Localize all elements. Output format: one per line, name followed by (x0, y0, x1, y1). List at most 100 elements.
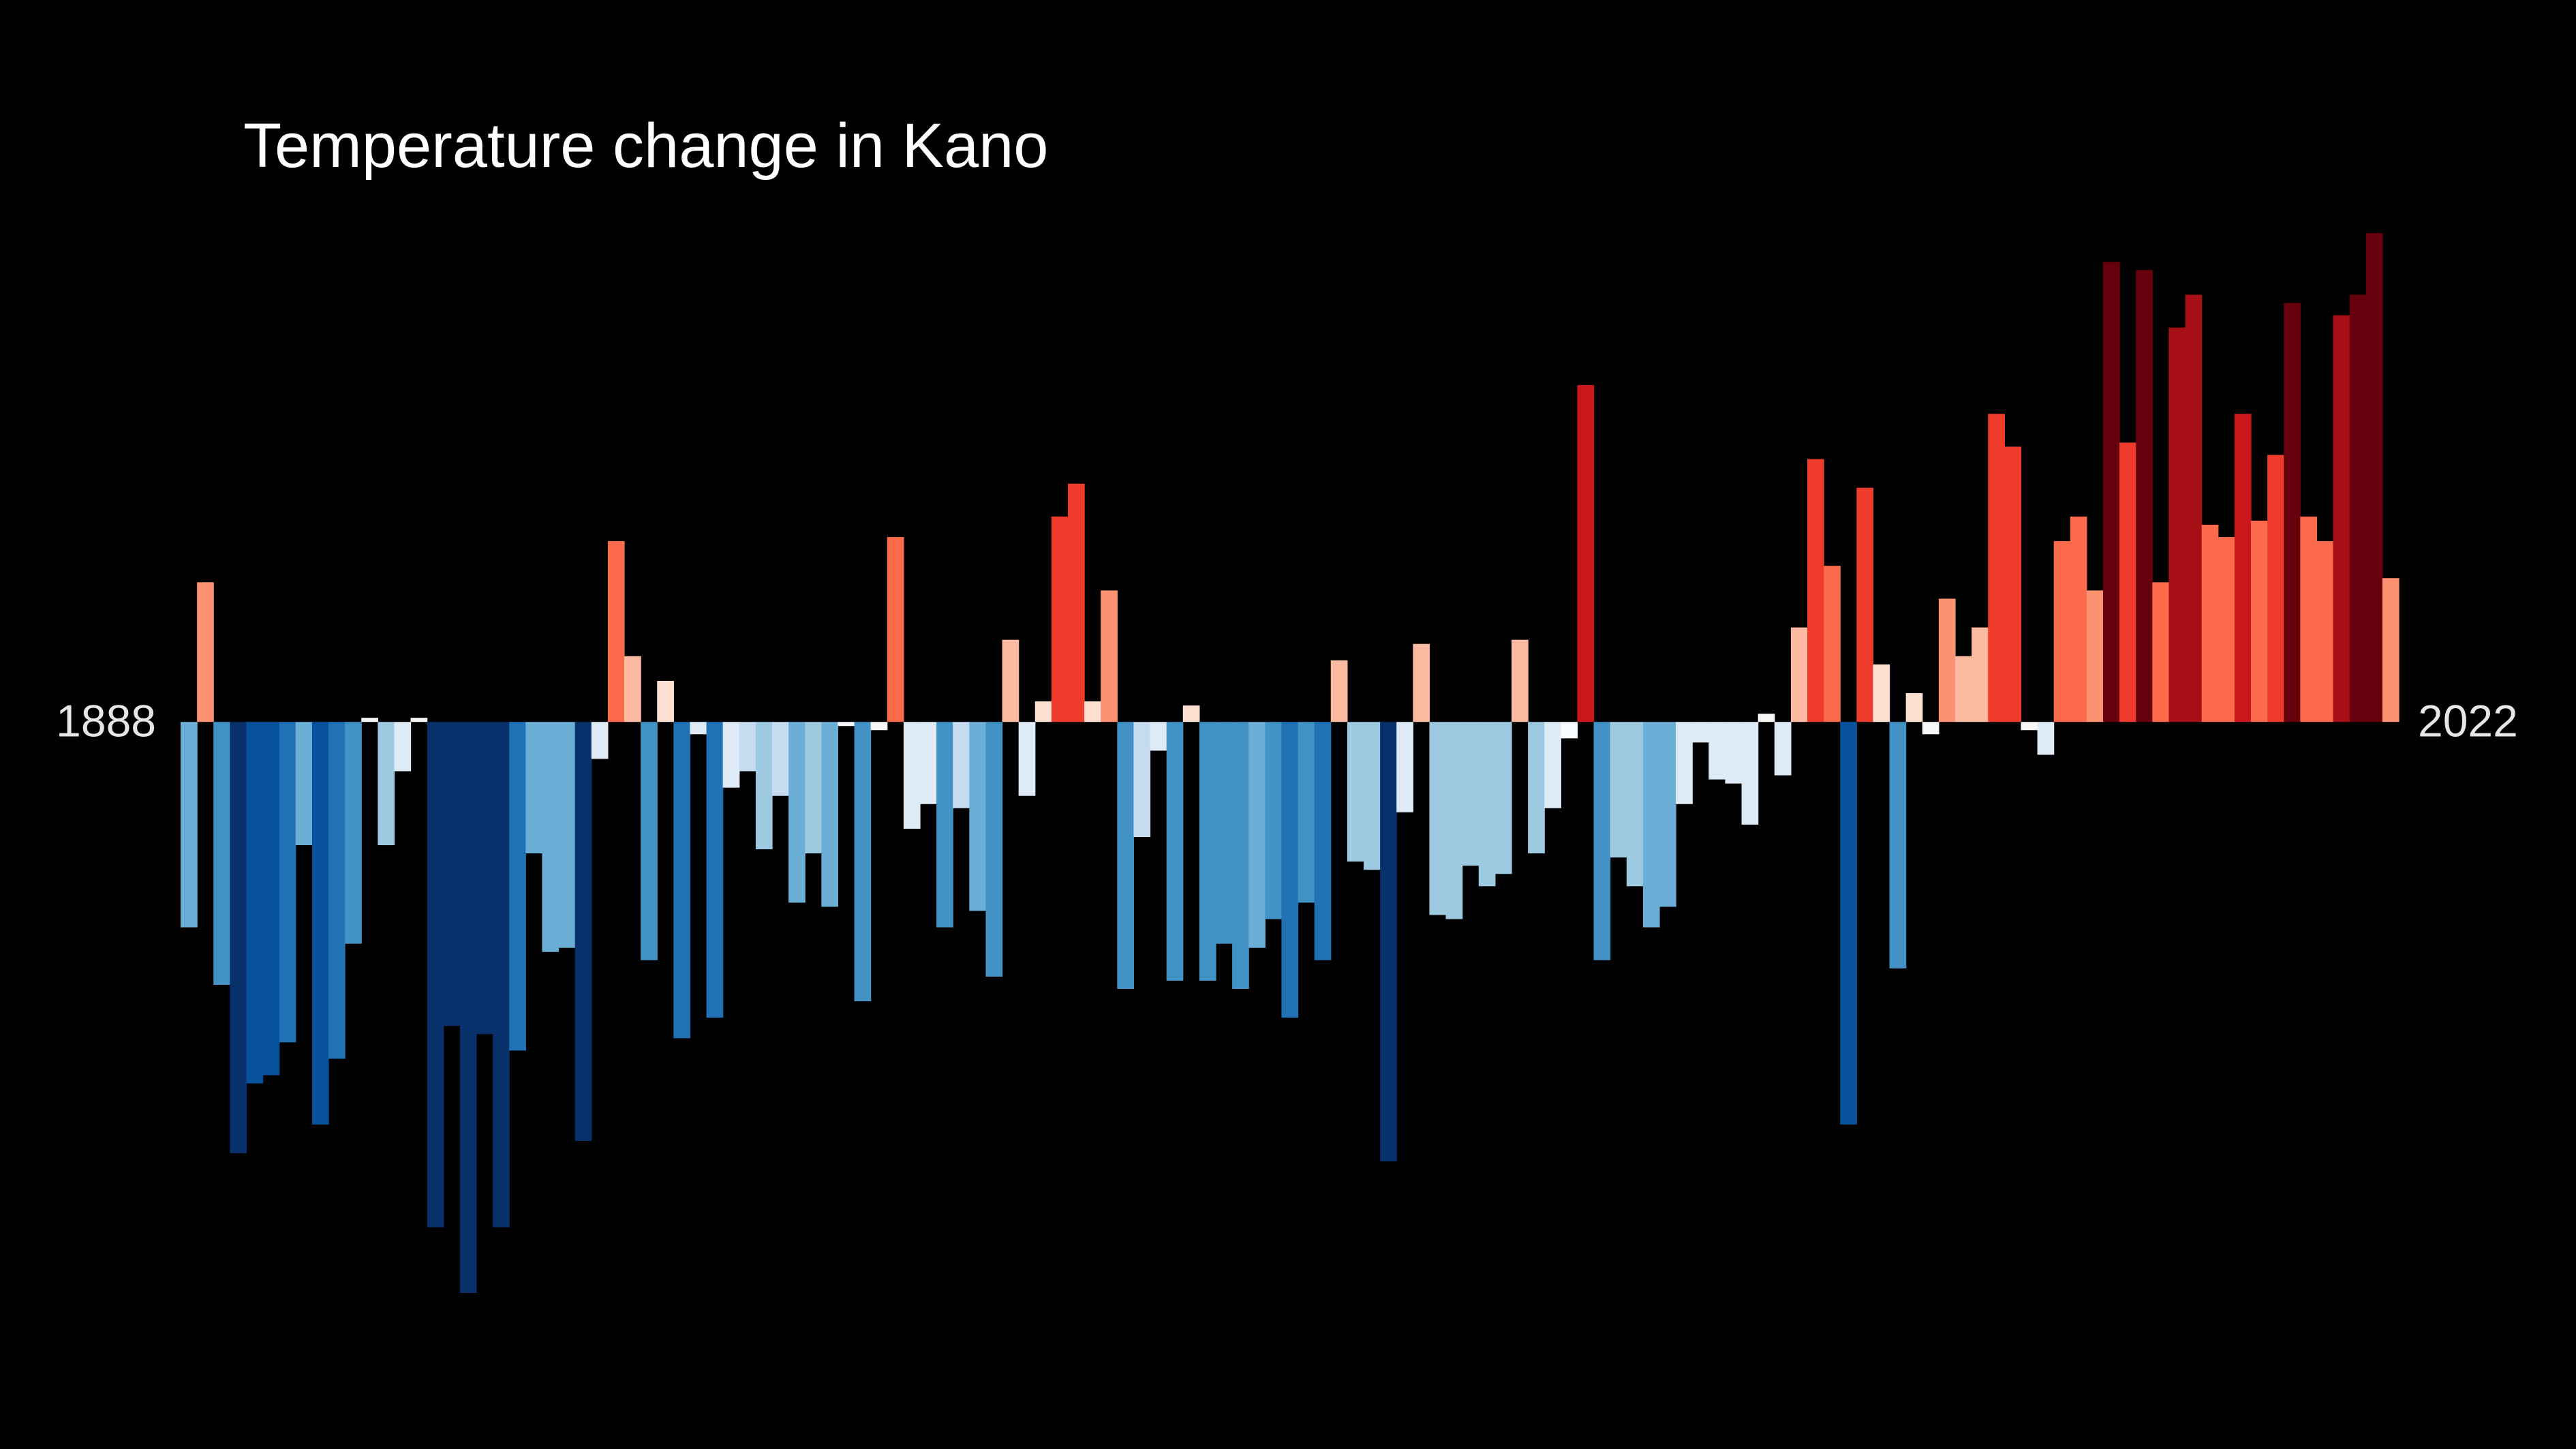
bar (1905, 693, 1923, 722)
bar (805, 722, 822, 854)
bar (953, 722, 970, 808)
bar (1232, 722, 1249, 989)
bar (2218, 537, 2235, 722)
bar (1018, 722, 1036, 796)
bar (2201, 524, 2219, 722)
bar (1676, 722, 1693, 804)
bar (2316, 541, 2334, 722)
year-label: 1888 (56, 696, 156, 746)
bar (394, 722, 412, 772)
year-label: 2022 (2418, 696, 2518, 746)
bar (181, 722, 198, 928)
bar (1478, 722, 1496, 887)
bar (854, 722, 872, 1002)
bar (1610, 722, 1627, 858)
bar (542, 722, 559, 952)
bar (1281, 722, 1299, 1018)
bar (607, 541, 625, 722)
bar (1051, 516, 1069, 722)
bar (2004, 446, 2022, 722)
bar (476, 722, 493, 1035)
bar (311, 722, 329, 1125)
bar (2086, 590, 2104, 722)
bar (1659, 722, 1676, 907)
bar (2300, 516, 2318, 722)
bar (2333, 315, 2350, 722)
bar (870, 722, 888, 731)
bar (690, 722, 707, 735)
bar (1528, 722, 1545, 854)
bar (1166, 722, 1184, 981)
bar (1938, 598, 1956, 722)
bar (361, 718, 378, 722)
bar (1445, 722, 1463, 919)
bar (821, 722, 839, 907)
bar (1856, 487, 1874, 722)
bar (1512, 639, 1529, 722)
bar (1413, 643, 1430, 722)
bar (838, 722, 855, 727)
bar (1199, 722, 1216, 981)
bar (443, 722, 461, 1026)
bar (1002, 639, 1019, 722)
bar (2267, 455, 2284, 722)
bar (1561, 722, 1578, 739)
bar (591, 722, 609, 759)
bar (903, 722, 921, 829)
bar (1577, 385, 1595, 722)
bar (722, 722, 740, 788)
bar (2070, 516, 2087, 722)
bar (772, 722, 789, 796)
bar (673, 722, 691, 1039)
bar (230, 722, 247, 1154)
bar (1084, 701, 1101, 722)
bar (1298, 722, 1315, 903)
bar (1840, 722, 1857, 1125)
bar (1708, 722, 1726, 780)
bar (2185, 294, 2203, 722)
bar (1265, 722, 1283, 919)
bar (2349, 294, 2367, 722)
bar (969, 722, 987, 911)
bar (1330, 660, 1348, 722)
bar (1889, 722, 1907, 968)
bar (1955, 656, 1972, 722)
bar (427, 722, 444, 1227)
bar (328, 722, 346, 1059)
bar (2152, 582, 2170, 722)
bar (2053, 541, 2071, 722)
bar (1117, 722, 1135, 989)
bar (1807, 459, 1824, 722)
bar (657, 680, 674, 722)
bar (2103, 262, 2120, 722)
bar (378, 722, 395, 846)
bar (2136, 270, 2153, 722)
bar (887, 537, 904, 722)
bar (1790, 627, 1808, 722)
bar (1347, 722, 1364, 862)
bar (1824, 566, 1841, 722)
bar (1429, 722, 1447, 915)
bar (246, 722, 264, 1084)
bar (920, 722, 937, 804)
bar (1314, 722, 1332, 960)
bar (788, 722, 806, 903)
bar (197, 582, 214, 722)
bar (345, 722, 362, 944)
bar (459, 722, 477, 1293)
bar (1182, 705, 1200, 722)
bar (2021, 722, 2038, 731)
bar (213, 722, 230, 985)
bar (2119, 442, 2136, 722)
bar (624, 656, 641, 722)
bar (262, 722, 280, 1076)
bar (1758, 714, 1775, 722)
bar (1150, 722, 1167, 751)
bar (1380, 722, 1397, 1162)
bar (1396, 722, 1413, 812)
bar (1133, 722, 1151, 837)
bar (558, 722, 576, 948)
bar (1544, 722, 1561, 808)
